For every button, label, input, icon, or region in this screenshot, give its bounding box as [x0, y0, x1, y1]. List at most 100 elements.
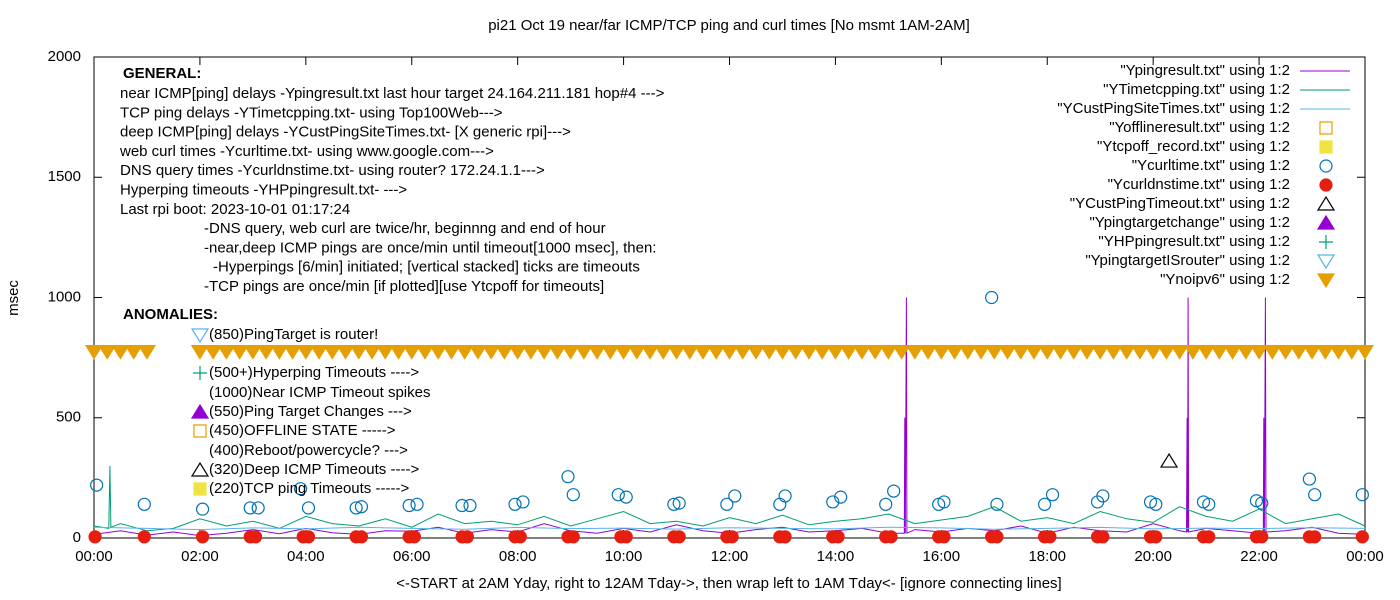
data-point — [879, 497, 893, 511]
legend-label: "YHPpingresult.txt" using 1:2 — [1098, 233, 1290, 250]
data-point — [1157, 345, 1176, 360]
legend-label: "Ycurltime.txt" using 1:2 — [1132, 157, 1290, 174]
data-point — [720, 345, 739, 360]
data-point — [937, 530, 951, 544]
data-point — [852, 345, 871, 360]
data-point — [111, 345, 130, 360]
data-point — [932, 345, 951, 360]
data-point — [460, 530, 474, 544]
data-point — [195, 502, 210, 516]
data-point — [463, 498, 477, 513]
data-point — [826, 345, 845, 360]
data-point — [611, 488, 625, 502]
data-point — [349, 501, 363, 515]
data-point — [733, 345, 752, 360]
data-point — [1077, 345, 1097, 360]
data-point — [407, 530, 421, 544]
x-tick-label: 02:00 — [181, 548, 219, 565]
data-point — [985, 290, 999, 305]
annotation-icon — [190, 403, 210, 419]
x-tick-label: 06:00 — [393, 548, 431, 565]
chart-title: pi21 Oct 19 near/far ICMP/TCP ping and c… — [488, 17, 970, 34]
legend-label: "Yofflineresult.txt" using 1:2 — [1109, 119, 1290, 136]
data-point — [799, 345, 819, 360]
data-point — [773, 497, 787, 511]
y-tick-label: 0 — [73, 529, 81, 546]
data-point — [1302, 472, 1316, 486]
data-point — [513, 530, 527, 544]
data-point — [137, 530, 151, 544]
data-point — [195, 530, 210, 544]
x-tick-label: 18:00 — [1028, 548, 1066, 565]
data-point — [1038, 497, 1052, 511]
data-point — [1316, 345, 1335, 360]
x-axis-label: <-START at 2AM Yday, right to 12AM Tday-… — [396, 575, 1061, 592]
data-point — [588, 345, 607, 360]
data-point — [884, 530, 898, 544]
x-tick-label: 12:00 — [711, 548, 749, 565]
data-point — [1289, 345, 1308, 360]
legend-swatch — [1319, 235, 1333, 249]
legend-swatch — [1319, 178, 1333, 192]
data-point — [257, 345, 276, 360]
legend-swatch — [1319, 159, 1333, 173]
data-point — [270, 345, 289, 360]
data-point — [137, 497, 151, 511]
annotation-heading: ANOMALIES: — [123, 306, 218, 323]
data-point — [442, 345, 461, 360]
x-tick-label: 08:00 — [499, 548, 537, 565]
legend-label: "Ycurldnstime.txt" using 1:2 — [1108, 176, 1290, 193]
data-point — [945, 345, 964, 360]
data-point — [1149, 530, 1163, 544]
data-point — [243, 501, 257, 515]
data-point — [680, 345, 699, 360]
data-point — [1096, 489, 1110, 503]
data-point — [1130, 345, 1150, 360]
data-point — [1263, 345, 1282, 360]
annotation: web curl times -Ycurltime.txt- using www… — [119, 143, 494, 160]
data-point — [1302, 345, 1322, 360]
legend-label: "YCustPingTimeout.txt" using 1:2 — [1070, 195, 1290, 212]
data-point — [746, 345, 766, 360]
data-point — [1355, 345, 1375, 360]
data-point — [1038, 345, 1057, 360]
data-point — [90, 478, 104, 492]
annotation: -TCP pings are once/min [if plotted][use… — [204, 278, 604, 295]
data-point — [619, 490, 633, 504]
data-point — [566, 488, 580, 502]
data-point — [672, 496, 686, 510]
data-point — [535, 345, 554, 360]
data-point — [707, 345, 726, 360]
data-point — [561, 345, 580, 360]
data-point — [415, 345, 435, 360]
data-point — [217, 345, 236, 360]
data-point — [693, 345, 713, 360]
data-point — [354, 500, 369, 514]
data-point — [1255, 496, 1269, 510]
data-point — [1355, 488, 1369, 502]
annotation-icon — [190, 328, 210, 344]
annotation: near ICMP[ping] delays -Ypingresult.txt … — [120, 85, 665, 102]
data-point — [728, 489, 742, 503]
data-point — [293, 482, 308, 496]
legend-label: "YCustPingSiteTimes.txt" using 1:2 — [1057, 100, 1290, 117]
annotation: -DNS query, web curl are twice/hr, begin… — [204, 220, 606, 237]
data-point — [1210, 345, 1229, 360]
data-point — [283, 345, 302, 360]
data-point — [672, 530, 686, 544]
data-point — [1091, 345, 1110, 360]
data-point — [1170, 345, 1189, 360]
annotation: DNS query times -Ycurldnstime.txt- using… — [120, 162, 545, 179]
data-point — [248, 530, 263, 544]
annotation-icon — [190, 461, 210, 477]
y-tick-label: 1500 — [48, 168, 81, 185]
data-point — [301, 530, 316, 544]
data-point — [1223, 345, 1242, 360]
data-point — [561, 470, 575, 484]
data-point — [402, 498, 416, 513]
data-point — [1202, 497, 1216, 511]
data-point — [354, 530, 369, 544]
data-point — [190, 345, 209, 360]
data-point — [879, 345, 898, 360]
annotation: (850)PingTarget is router! — [209, 326, 378, 343]
